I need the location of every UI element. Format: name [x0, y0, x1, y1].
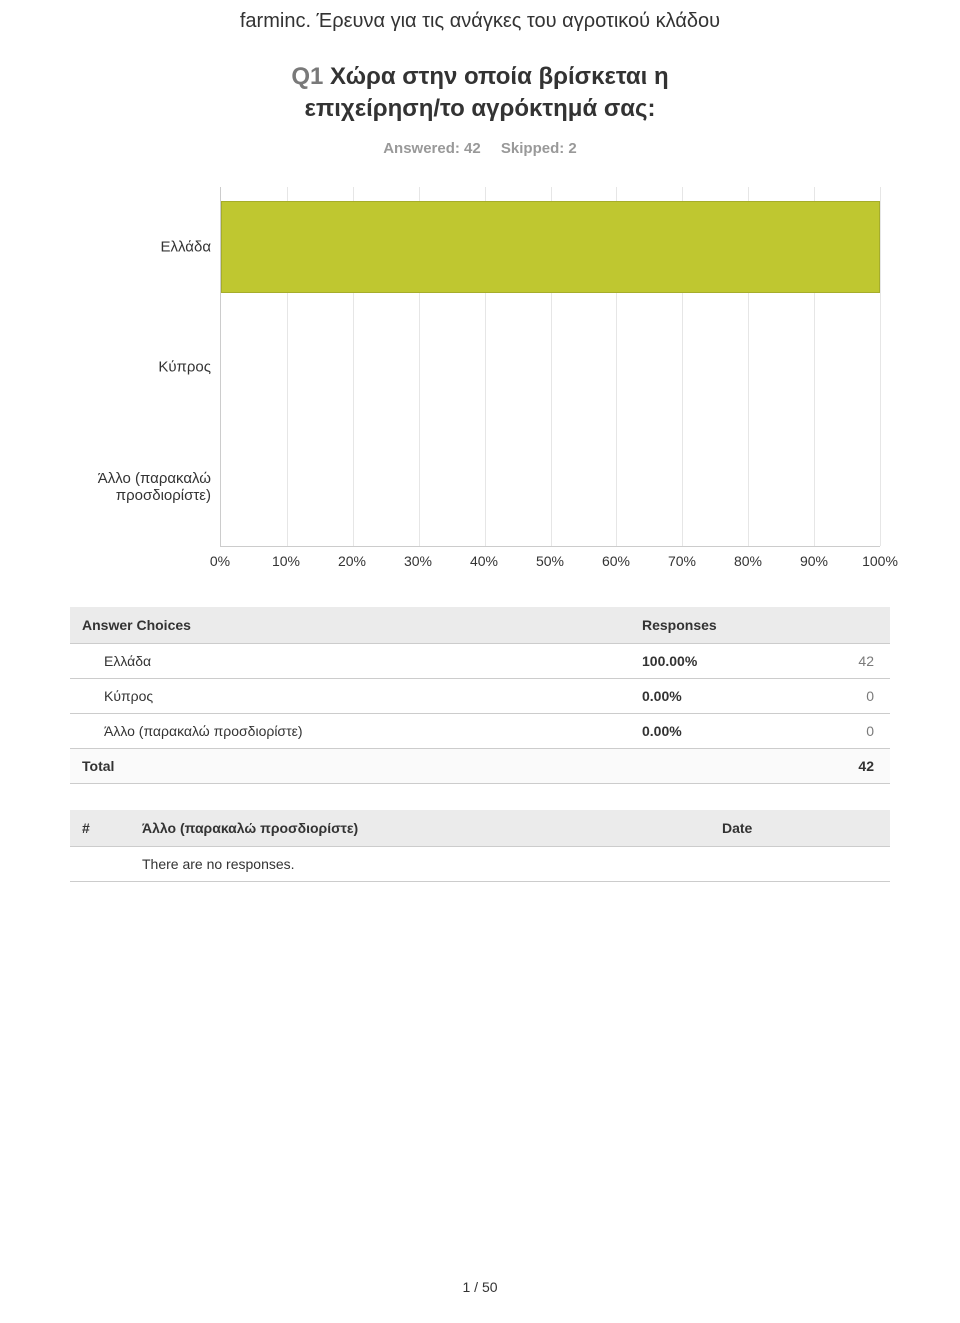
- col-responses: Responses: [630, 607, 890, 644]
- answered-count: Answered: 42: [383, 140, 481, 157]
- chart-x-tick: 40%: [470, 553, 498, 569]
- cell-percent: 100.00%: [630, 643, 800, 678]
- cell-choice: Άλλο (παρακαλώ προσδιορίστε): [70, 713, 630, 748]
- col-other-text: Άλλο (παρακαλώ προσδιορίστε): [130, 810, 710, 847]
- chart-bar: [221, 201, 880, 293]
- no-responses-message: There are no responses.: [130, 846, 710, 881]
- cell-choice: Ελλάδα: [70, 643, 630, 678]
- chart-bar-row: Άλλο (παρακαλώπροσδιορίστε): [221, 427, 880, 547]
- col-answer-choices: Answer Choices: [70, 607, 630, 644]
- chart-x-tick: 90%: [800, 553, 828, 569]
- cell-choice: Κύπρος: [70, 678, 630, 713]
- chart-x-tick: 70%: [668, 553, 696, 569]
- chart-x-tick: 80%: [734, 553, 762, 569]
- col-date: Date: [710, 810, 890, 847]
- cell-percent: 0.00%: [630, 678, 800, 713]
- question-line1: Χώρα στην οποία βρίσκεται η: [330, 63, 669, 90]
- chart-x-tick: 10%: [272, 553, 300, 569]
- question-title: Q1 Χώρα στην οποία βρίσκεται η επιχείρησ…: [70, 61, 890, 126]
- cell-total-label: Total: [70, 748, 630, 783]
- response-counts: Answered: 42 Skipped: 2: [70, 140, 890, 157]
- table-row: Ελλάδα100.00%42: [70, 643, 890, 678]
- other-responses-table: # Άλλο (παρακαλώ προσδιορίστε) Date Ther…: [70, 810, 890, 882]
- table-row: Άλλο (παρακαλώ προσδιορίστε)0.00%0: [70, 713, 890, 748]
- chart-bar-label: Ελλάδα: [161, 238, 221, 255]
- cell-count: 42: [800, 643, 890, 678]
- cell-count: 0: [800, 713, 890, 748]
- cell-percent: 0.00%: [630, 713, 800, 748]
- cell-count: 0: [800, 678, 890, 713]
- bar-chart: ΕλλάδαΚύπροςΆλλο (παρακαλώπροσδιορίστε) …: [90, 187, 880, 577]
- chart-bar-label: Κύπρος: [158, 358, 221, 375]
- question-line2: επιχείρηση/το αγρόκτημά σας:: [304, 95, 655, 122]
- table-row: There are no responses.: [70, 846, 890, 881]
- chart-bar-row: Κύπρος: [221, 307, 880, 427]
- chart-x-tick: 20%: [338, 553, 366, 569]
- chart-bar-label: Άλλο (παρακαλώπροσδιορίστε): [98, 470, 221, 504]
- chart-gridline: [880, 187, 881, 546]
- results-table: Answer Choices Responses Ελλάδα100.00%42…: [70, 607, 890, 784]
- chart-x-tick: 60%: [602, 553, 630, 569]
- chart-x-tick: 100%: [862, 553, 898, 569]
- survey-title: farminc. Έρευνα για τις ανάγκες του αγρο…: [70, 10, 890, 33]
- chart-x-tick: 50%: [536, 553, 564, 569]
- chart-x-tick: 0%: [210, 553, 230, 569]
- question-prefix: Q1: [291, 63, 323, 90]
- page-number: 1 / 50: [0, 1279, 960, 1295]
- chart-x-tick: 30%: [404, 553, 432, 569]
- skipped-count: Skipped: 2: [501, 140, 577, 157]
- table-row-total: Total 42: [70, 748, 890, 783]
- table-row: Κύπρος0.00%0: [70, 678, 890, 713]
- chart-bar-row: Ελλάδα: [221, 187, 880, 307]
- col-hash: #: [70, 810, 130, 847]
- cell-total-count: 42: [800, 748, 890, 783]
